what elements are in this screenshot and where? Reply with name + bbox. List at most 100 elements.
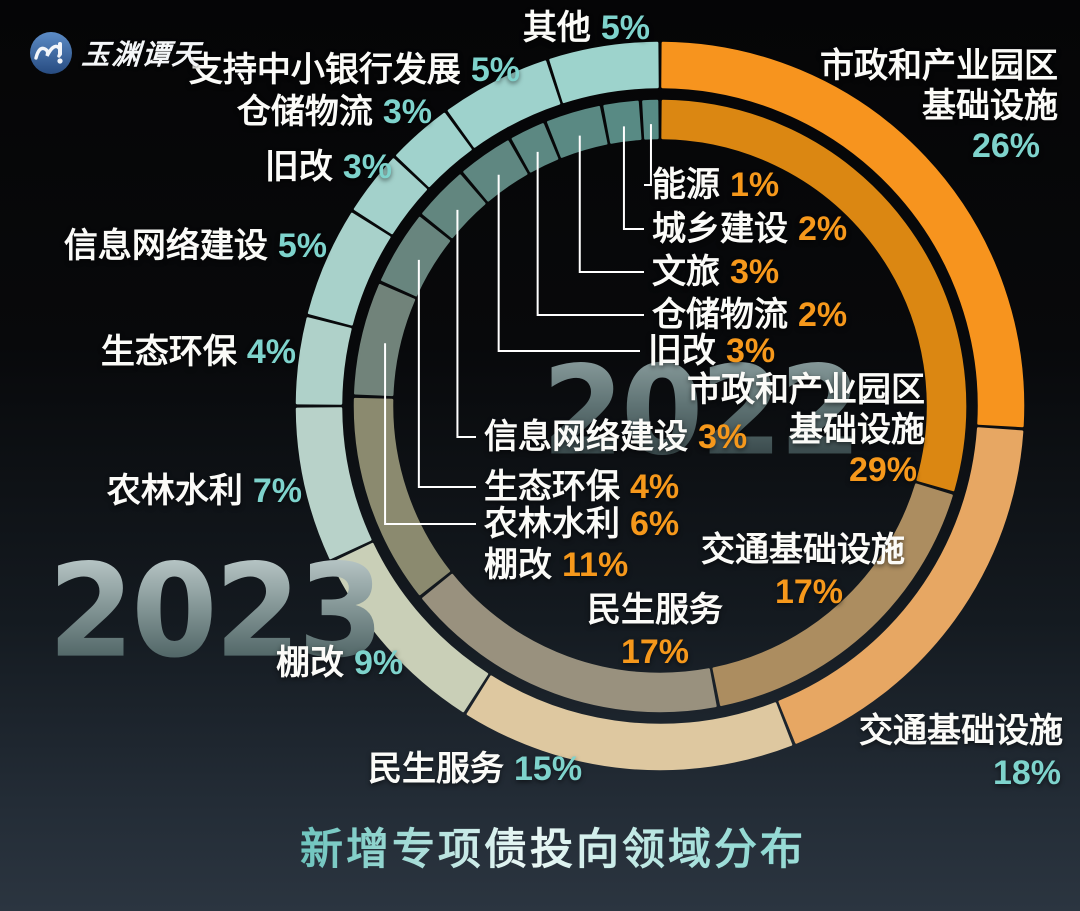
label-text: 支持中小银行发展 [188,50,461,89]
chart-label: 支持中小银行发展 5% [189,50,520,91]
label-text: 信息网络建设 [63,226,268,265]
donut-segment-2023-3 [466,675,793,771]
donut-segment-2022-11 [603,100,642,144]
label-text: 市政和产业园区 [820,47,1058,85]
chart-label: 生态环保 4% [101,332,296,373]
label-text: 棚改 [484,545,552,584]
leader-line [417,259,476,488]
label-percent: 4% [630,467,680,506]
label-text: 市政和产业园区 [687,371,925,409]
chart-label: 棚改 11% [484,545,628,586]
chart-label: 信息网络建设 3% [484,417,747,458]
chart-label: 交通基础设施 18% [859,710,1063,794]
chart-label: 农林水利 6% [484,504,679,545]
donut-segment-2023-8 [353,158,428,235]
label-percent: 17% [620,633,690,671]
label-percent: 3% [382,92,432,131]
donut-segment-2022-12 [642,99,659,140]
label-text: 城乡建设 [652,209,788,248]
logo-wave-icon [30,32,72,74]
label-text: 文旅 [652,252,720,291]
leader-line [456,209,476,438]
leader-line [644,124,652,186]
label-text: 农林水利 [106,471,243,510]
leader-line [578,135,644,273]
label-text: 基础设施 [922,87,1058,125]
donut-ring-2022 [353,99,967,713]
label-percent: 17% [774,573,843,611]
chart-label: 民生服务 15% [368,749,582,790]
donut-segment-2023-1 [661,41,1025,428]
label-text: 旧改 [648,331,716,370]
donut-segment-2022-10 [547,105,608,158]
donut-segment-2022-7 [422,174,486,239]
donut-segment-2022-8 [463,140,528,202]
donut-segment-2023-4 [331,542,489,713]
chart-label: 仓储物流 2% [652,295,847,336]
chart-label: 农林水利 7% [107,471,302,512]
chart-label: 能源 1% [652,165,779,206]
donut-segment-2022-2 [712,483,953,707]
label-text: 生态环保 [100,332,237,371]
chart-label: 旧改 3% [265,147,392,188]
donut-segment-2023-10 [447,60,561,148]
label-percent: 5% [277,226,327,265]
logo: 玉渊谭天 [28,30,203,76]
label-percent: 3% [730,252,780,291]
label-percent: 2% [798,209,848,248]
leader-lines [384,124,652,525]
label-percent: 18% [992,754,1061,792]
label-percent: 5% [470,50,520,89]
label-text: 农林水利 [484,504,620,543]
label-percent: 26% [971,127,1040,165]
donut-ring-2023 [295,41,1025,771]
donut-segment-2022-1 [661,99,967,492]
donut-segment-2023-5 [295,407,372,560]
donut-segment-2023-7 [307,212,391,326]
chart-label: 其他 5% [523,8,650,49]
year-label-2023: 2023 [48,537,384,687]
label-text: 棚改 [276,643,344,682]
donut-segment-2023-11 [549,41,659,104]
label-percent: 29% [848,451,917,489]
label-text: 基础设施 [789,411,925,449]
label-text: 交通基础设施 [859,712,1063,750]
donut-segment-2023-2 [778,427,1024,744]
label-text: 旧改 [264,147,333,186]
label-text: 仓储物流 [652,295,788,334]
label-percent: 7% [252,471,302,510]
chart-label: 仓储物流 3% [237,92,432,133]
chart-label: 棚改 9% [276,643,403,684]
label-percent: 3% [342,147,392,186]
label-percent: 2% [798,295,848,334]
label-percent: 3% [698,417,748,456]
chart-label: 城乡建设 2% [652,209,847,250]
chart-label: 生态环保 4% [484,467,679,508]
chart-label: 旧改 3% [648,331,775,372]
logo-brand-text: 玉渊谭天 [80,39,203,70]
chart-label: 文旅 3% [652,252,779,293]
label-text: 生态环保 [484,467,620,506]
label-percent: 6% [630,504,680,543]
label-percent: 4% [246,332,296,371]
leader-line [622,126,644,230]
leader-line [384,343,476,525]
label-text: 能源 [652,165,720,204]
label-percent: 1% [730,165,780,204]
label-percent: 11% [562,545,629,584]
donut-segment-2023-9 [396,112,472,188]
year-label-2022: 2022 [542,339,861,483]
label-percent: 9% [354,643,404,682]
chart-title: 新增专项债投向领域分布 [233,815,873,877]
label-text: 民生服务 [587,591,723,629]
chart-label: 交通基础设施 17% [701,529,905,613]
label-text: 信息网络建设 [484,417,688,456]
leader-line [497,174,640,352]
chart-label: 市政和产业园区 基础设施 29% [687,370,925,490]
chart-label: 市政和产业园区 基础设施 26% [820,46,1058,166]
leader-line [536,151,644,316]
label-percent: 15% [514,749,583,788]
label-text: 民生服务 [368,749,504,788]
